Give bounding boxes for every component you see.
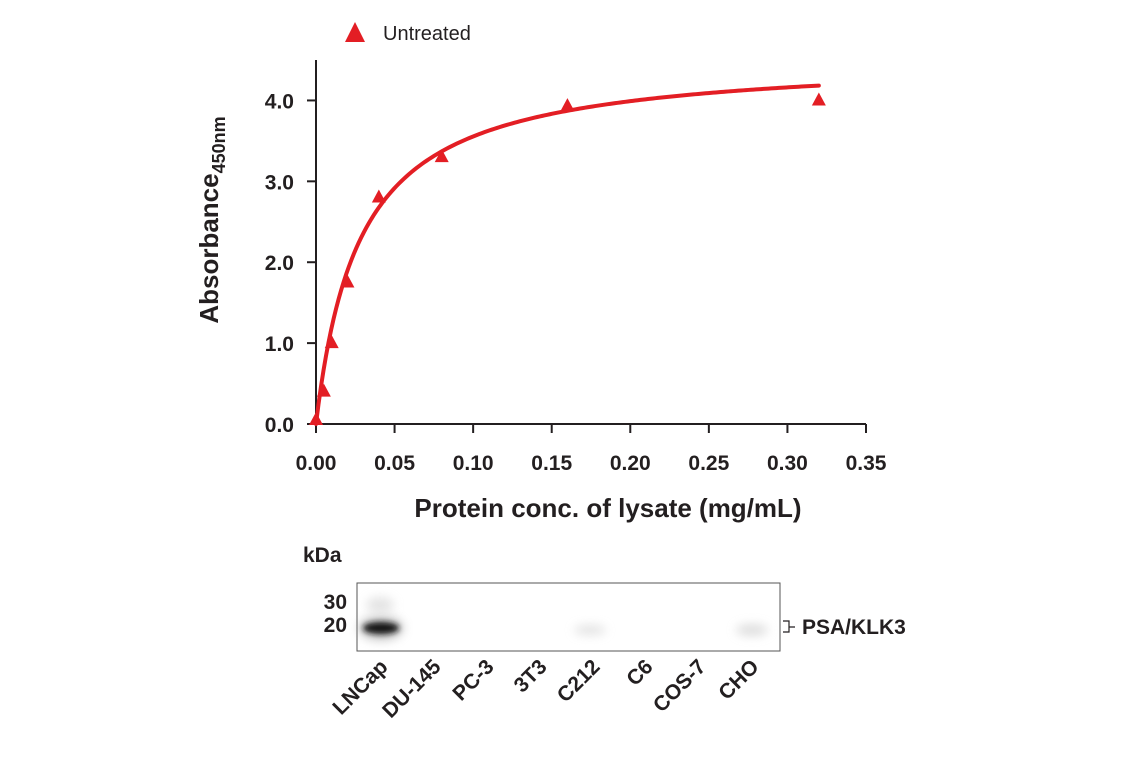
data-point [811, 92, 826, 106]
lane-label: PC-3 [448, 655, 498, 705]
blot-frame [356, 582, 781, 652]
y-axis-title-subscript: 450nm [209, 116, 229, 173]
y-tick-label: 4.0 [265, 90, 294, 113]
x-tick-label: 0.35 [846, 452, 887, 475]
absorbance-chart: 0.00 0.05 0.10 0.15 0.20 0.25 0.30 0.35 0.0 1.0 2… [194, 60, 887, 523]
lane-label: DU-145 [378, 655, 446, 723]
data-point [309, 411, 323, 425]
x-tick-label: 0.15 [531, 452, 572, 475]
data-points [309, 92, 826, 425]
band-cho-faint [736, 624, 768, 636]
kda-label: kDa [303, 544, 342, 567]
band-label: PSA/KLK3 [802, 616, 906, 639]
y-tick-label: 1.0 [265, 333, 294, 356]
y-tick-label: 3.0 [265, 171, 294, 194]
marker-30-label: 30 [324, 591, 347, 614]
x-tick-label: 0.20 [610, 452, 651, 475]
y-axis-title: Absorbance450nm [194, 116, 229, 323]
y-axis-title-main: Absorbance [194, 173, 224, 323]
data-point [371, 189, 386, 203]
x-tick-label: 0.05 [374, 452, 415, 475]
data-point [316, 383, 331, 397]
band-lncap [363, 622, 399, 634]
data-point [560, 98, 575, 112]
data-point [324, 335, 339, 349]
lane-label: CHO [714, 655, 763, 704]
y-ticks: 0.0 1.0 2.0 3.0 4.0 [265, 90, 316, 437]
data-point [340, 274, 355, 288]
x-axis-title: Protein conc. of lysate (mg/mL) [414, 493, 801, 523]
blot-bands [359, 597, 768, 640]
legend-label: Untreated [383, 23, 471, 45]
lane-label: C6 [622, 655, 657, 690]
marker-20-label: 20 [324, 614, 347, 637]
x-tick-label: 0.25 [688, 452, 729, 475]
x-ticks: 0.00 0.05 0.10 0.15 0.20 0.25 0.30 0.35 [296, 424, 887, 475]
x-tick-label: 0.10 [453, 452, 494, 475]
band-lncap-top-smear [366, 597, 394, 613]
legend: Untreated [345, 22, 471, 45]
lane-label: COS-7 [649, 655, 711, 717]
band-c212-faint [574, 625, 606, 635]
y-tick-label: 2.0 [265, 252, 294, 275]
band-bracket [783, 620, 795, 633]
x-tick-label: 0.30 [767, 452, 808, 475]
legend-marker [345, 22, 365, 42]
y-tick-label: 0.0 [265, 414, 294, 437]
x-tick-label: 0.00 [296, 452, 337, 475]
lane-label: 3T3 [510, 655, 552, 697]
fit-curve [314, 83, 821, 426]
lane-label: C212 [553, 655, 605, 707]
data-point [434, 149, 449, 163]
